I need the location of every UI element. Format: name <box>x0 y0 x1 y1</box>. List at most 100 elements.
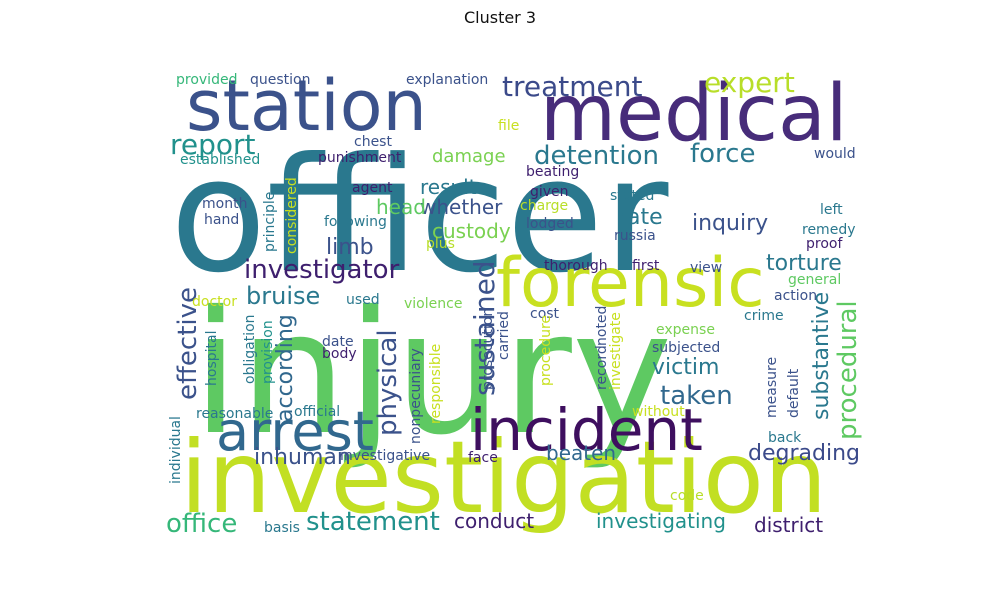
word-cost: cost <box>530 306 560 322</box>
word-provision: provision <box>260 320 276 384</box>
word-explanation: explanation <box>406 72 488 88</box>
word-noted: noted <box>594 306 610 346</box>
word-principle: principle <box>262 192 278 252</box>
word-agent: agent <box>352 180 393 196</box>
word-question: question <box>250 72 310 88</box>
word-would: would <box>814 146 856 162</box>
word-measure: measure <box>764 357 780 418</box>
word-reasonable: reasonable <box>196 406 273 422</box>
word-bruise: bruise <box>246 282 320 310</box>
word-damage: damage <box>432 146 506 167</box>
word-station: station <box>186 65 427 147</box>
word-head: head <box>376 195 426 219</box>
word-provided: provided <box>176 72 237 88</box>
word-expert: expert <box>704 66 795 99</box>
word-investigation: investigation <box>180 419 827 536</box>
word-thorough: thorough <box>544 258 608 274</box>
word-plus: plus <box>426 236 455 252</box>
word-punishment: punishment <box>318 150 402 166</box>
word-prosecution: prosecution <box>480 308 496 390</box>
word-body: body <box>322 346 357 362</box>
word-incident: incident <box>470 396 703 464</box>
word-forensic: forensic <box>496 244 765 323</box>
word-investigator: investigator <box>244 255 400 285</box>
word-carried: carried <box>496 311 512 360</box>
word-file: file <box>498 118 519 134</box>
word-back: back <box>768 430 802 446</box>
word-injury: injury <box>192 275 672 473</box>
word-chest: chest <box>354 134 392 150</box>
word-violence: violence <box>404 296 462 312</box>
word-left: left <box>820 202 843 218</box>
word-action: action <box>774 288 817 304</box>
word-conduct: conduct <box>454 509 534 533</box>
word-inquiry: inquiry <box>692 211 768 236</box>
word-according: according <box>273 314 298 422</box>
word-investigate: investigate <box>608 312 624 390</box>
word-substantive: substantive <box>809 292 834 420</box>
word-investigating: investigating <box>596 509 726 533</box>
word-russia: russia <box>614 228 656 244</box>
word-considered: considered <box>284 177 300 254</box>
word-crime: crime <box>744 308 784 324</box>
word-arrest: arrest <box>216 400 374 463</box>
word-limb: limb <box>326 235 374 260</box>
word-lodged: lodged <box>526 216 574 232</box>
figure-title: Cluster 3 <box>463 8 537 27</box>
word-record: record <box>594 345 610 390</box>
word-result: result <box>420 175 477 199</box>
word-hospital: hospital <box>204 331 220 386</box>
word-subjected: subjected <box>652 340 720 356</box>
word-procedural: procedural <box>833 300 863 440</box>
word-detention: detention <box>534 141 659 171</box>
word-whether: whether <box>420 195 503 219</box>
word-individual: individual <box>168 416 184 484</box>
word-treatment: treatment <box>502 70 642 103</box>
word-victim: victim <box>652 355 719 380</box>
word-statement: statement <box>306 507 440 537</box>
word-beaten: beaten <box>546 441 616 465</box>
word-proof: proof <box>806 236 843 252</box>
word-without: without <box>632 404 685 420</box>
word-date: date <box>322 334 354 350</box>
word-view: view <box>690 260 722 276</box>
word-officer: officer <box>170 124 668 308</box>
word-face: face <box>468 450 498 466</box>
word-official: official <box>294 404 340 420</box>
word-investigative: investigative <box>340 448 430 464</box>
word-responsible: responsible <box>428 344 444 424</box>
word-stated: stated <box>610 188 654 204</box>
word-expense: expense <box>656 322 715 338</box>
word-doctor: doctor <box>192 294 237 310</box>
word-basis: basis <box>264 520 300 536</box>
word-inhuman: inhuman <box>254 445 351 470</box>
word-rate: rate <box>618 205 663 230</box>
word-procedure: procedure <box>538 315 554 386</box>
word-physical: physical <box>373 329 403 436</box>
word-first: first <box>632 258 660 274</box>
word-degrading: degrading <box>748 441 860 466</box>
word-charge: charge <box>520 198 568 214</box>
word-month: month <box>202 196 247 212</box>
word-established: established <box>180 152 260 168</box>
word-obligation: obligation <box>242 314 258 384</box>
word-given: given <box>530 184 569 200</box>
word-taken: taken <box>660 381 733 411</box>
word-hand: hand <box>204 212 239 228</box>
word-office: office <box>166 509 237 539</box>
word-custody: custody <box>432 219 511 243</box>
word-medical: medical <box>540 69 848 159</box>
word-beating: beating <box>526 164 579 180</box>
word-nonpecuniary: nonpecuniary <box>408 348 424 444</box>
word-code: code <box>670 488 704 504</box>
word-district: district <box>754 513 823 537</box>
word-report: report <box>170 128 256 161</box>
word-following: following <box>324 214 387 230</box>
word-default: default <box>786 368 802 418</box>
word-torture: torture <box>766 251 842 276</box>
word-general: general <box>788 272 841 288</box>
word-used: used <box>346 292 380 308</box>
word-remedy: remedy <box>802 222 855 238</box>
word-force: force <box>690 139 755 169</box>
